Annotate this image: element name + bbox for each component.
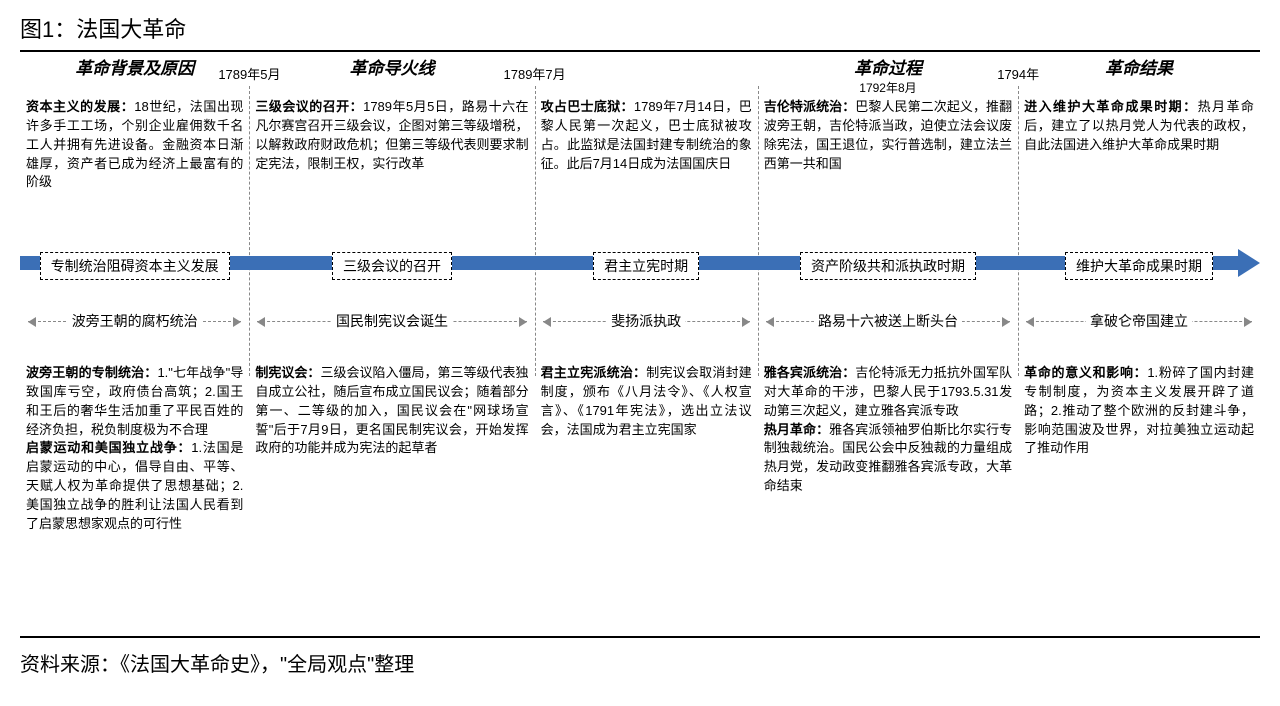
column-separator [535,86,536,376]
timeline-column-0: 革命背景及原因资本主义的发展：18世纪，法国出现许多手工工场，个别企业雇佣数千名… [20,58,249,636]
phase-box: 专制统治阻碍资本主义发展 [40,252,230,280]
phase-box: 维护大革命成果时期 [1065,252,1213,280]
phase-box: 资产阶级共和派执政时期 [800,252,976,280]
column-subdate [541,82,752,96]
lower-description: 雅各宾派统治：吉伦特派无力抵抗外国军队对大革命的干涉，巴黎人民于1793.5.3… [764,364,1012,636]
upper-description: 资本主义的发展：18世纪，法国出现许多手工工场，个别企业雇佣数千名工人并拥有先进… [26,98,243,246]
date-marker: 1789年5月 [218,64,280,83]
upper-description: 进入维护大革命成果时期：热月革命后，建立了以热月党人为代表的政权，自此法国进入维… [1024,98,1254,246]
column-separator [758,86,759,376]
date-marker: 1794年 [997,64,1039,83]
column-separator [1018,86,1019,376]
upper-description: 三级会议的召开：1789年5月5日，路易十六在凡尔赛宫召开三级会议，企图对第三等… [255,98,528,246]
timeline-chart: 革命背景及原因资本主义的发展：18世纪，法国出现许多手工工场，个别企业雇佣数千名… [20,58,1260,638]
lower-description: 波旁王朝的专制统治：1."七年战争"导致国库亏空，政府债台高筑；2.国王和王后的… [26,364,243,636]
timeline-column-4: 革命结果进入维护大革命成果时期：热月革命后，建立了以热月党人为代表的政权，自此法… [1018,58,1260,636]
column-subdate [26,82,243,96]
column-subdate [1024,82,1254,96]
column-subdate [255,82,528,96]
date-marker: 1789年7月 [504,64,566,83]
source-line: 资料来源：《法国大革命史》，"全局观点"整理 [20,638,1260,677]
timeline-column-1: 革命导火线三级会议的召开：1789年5月5日，路易十六在凡尔赛宫召开三级会议，企… [249,58,534,636]
event-label: 波旁王朝的腐朽统治 [68,311,202,331]
timeline-column-3: 革命过程1792年8月吉伦特派统治：巴黎人民第二次起义，推翻波旁王朝，吉伦特派当… [758,58,1018,636]
phase-box: 君主立宪时期 [593,252,699,280]
timeline-column-2: 攻占巴士底狱：1789年7月14日，巴黎人民第一次起义，巴士底狱被攻占。此监狱是… [535,58,758,636]
column-separator [249,86,250,376]
event-label: 斐扬派执政 [607,311,685,331]
event-label: 国民制宪议会诞生 [332,311,452,331]
phase-box: 三级会议的召开 [332,252,452,280]
upper-description: 吉伦特派统治：巴黎人民第二次起义，推翻波旁王朝，吉伦特派当政，迫使立法会议废除宪… [764,98,1012,246]
column-subdate: 1792年8月 [764,82,1012,96]
lower-description: 君主立宪派统治：制宪议会取消封建制度，颁布《八月法令》、《人权宣言》、《1791… [541,364,752,636]
lower-description: 制宪议会：三级会议陷入僵局，第三等级代表独自成立公社，随后宣布成立国民议会；随着… [255,364,528,636]
upper-description: 攻占巴士底狱：1789年7月14日，巴黎人民第一次起义，巴士底狱被攻占。此监狱是… [541,98,752,246]
event-label: 路易十六被送上断头台 [814,311,962,331]
lower-description: 革命的意义和影响：1.粉碎了国内封建专制制度，为资本主义发展开辟了道路；2.推动… [1024,364,1254,636]
event-label: 拿破仑帝国建立 [1086,311,1192,331]
figure-title: 图1：法国大革命 [20,12,1260,52]
